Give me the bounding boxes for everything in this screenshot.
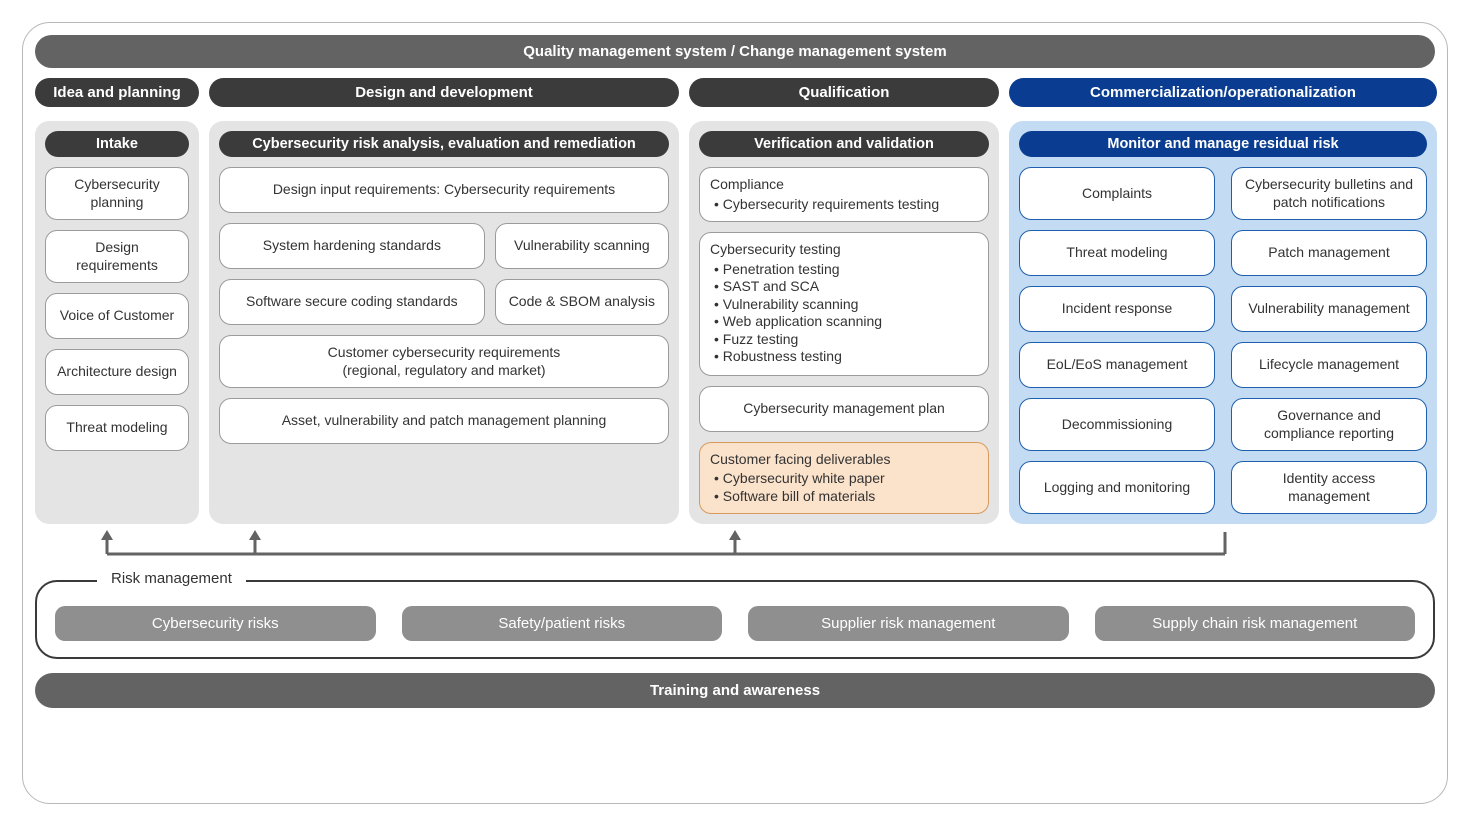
- box-heading: Customer facing deliverables: [710, 451, 978, 469]
- risk-pill: Cybersecurity risks: [55, 606, 376, 641]
- box-pair: Software secure coding standardsCode & S…: [219, 279, 669, 325]
- activity-box: Code & SBOM analysis: [495, 279, 669, 325]
- risk-pill: Safety/patient risks: [402, 606, 723, 641]
- activity-box: Governance and compliance reporting: [1231, 398, 1427, 451]
- activity-box: Design input requirements: Cybersecurity…: [219, 167, 669, 213]
- activity-box: Threat modeling: [1019, 230, 1215, 276]
- lane-header: Verification and validation: [699, 131, 989, 157]
- box-heading: Compliance: [710, 176, 978, 194]
- lane-header: Intake: [45, 131, 189, 157]
- phase-header: Idea and planning: [35, 78, 199, 107]
- box-pair: System hardening standardsVulnerability …: [219, 223, 669, 269]
- activity-box: Decommissioning: [1019, 398, 1215, 451]
- activity-box: Architecture design: [45, 349, 189, 395]
- activity-box: Complaints: [1019, 167, 1215, 220]
- diagram-frame: Quality management system / Change manag…: [22, 22, 1448, 804]
- lane: Cybersecurity risk analysis, evaluation …: [209, 121, 679, 524]
- lane-header: Cybersecurity risk analysis, evaluation …: [219, 131, 669, 157]
- box-grid: Complaints Cybersecurity bulletins and pa…: [1019, 167, 1427, 514]
- phase-header: Design and development: [209, 78, 679, 107]
- activity-box: Cybersecurity bulletins and patch notifi…: [1231, 167, 1427, 220]
- activity-box: Customer facing deliverablesCybersecurit…: [699, 442, 989, 515]
- activity-box: Voice of Customer: [45, 293, 189, 339]
- activity-box: System hardening standards: [219, 223, 485, 269]
- risk-pill: Supply chain risk management: [1095, 606, 1416, 641]
- activity-box: Asset, vulnerability and patch managemen…: [219, 398, 669, 444]
- activity-box: Cybersecurity planning: [45, 167, 189, 220]
- lane: Intake Cybersecurity planning Design requi…: [35, 121, 199, 524]
- risk-management-panel: Risk management Cybersecurity risksSafet…: [35, 580, 1435, 659]
- activity-box: Compliance Cybersecurity requirements tes…: [699, 167, 989, 222]
- box-bullets: Penetration testingSAST and SCAVulnerabi…: [710, 261, 978, 366]
- activity-box: Vulnerability scanning: [495, 223, 669, 269]
- lane: Monitor and manage residual risk Complain…: [1009, 121, 1437, 524]
- phase-header: Qualification: [689, 78, 999, 107]
- phase-header-row: Idea and planning Design and development Q…: [35, 78, 1435, 107]
- feedback-arrows: [35, 530, 1435, 562]
- activity-box: Software secure coding standards: [219, 279, 485, 325]
- activity-box: Lifecycle management: [1231, 342, 1427, 388]
- risk-pill-row: Cybersecurity risks Safety/patient risks S…: [55, 606, 1415, 641]
- box-bullets: Cybersecurity requirements testing: [710, 196, 978, 214]
- lane-row: Intake Cybersecurity planning Design requi…: [35, 121, 1435, 524]
- risk-pill: Supplier risk management: [748, 606, 1069, 641]
- top-banner: Quality management system / Change manag…: [35, 35, 1435, 68]
- box-bullets: Cybersecurity white paperSoftware bill o…: [710, 470, 978, 505]
- phase-header: Commercialization/operationalization: [1009, 78, 1437, 107]
- activity-box: Logging and monitoring: [1019, 461, 1215, 514]
- activity-box: Incident response: [1019, 286, 1215, 332]
- lane: Verification and validation Compliance Cyb…: [689, 121, 999, 524]
- activity-box: EoL/EoS management: [1019, 342, 1215, 388]
- activity-box: Cybersecurity management plan: [699, 386, 989, 432]
- box-heading: Cybersecurity testing: [710, 241, 978, 259]
- activity-box: Design requirements: [45, 230, 189, 283]
- activity-box: Identity access management: [1231, 461, 1427, 514]
- bottom-banner: Training and awareness: [35, 673, 1435, 708]
- activity-box: Cybersecurity testing Penetration testing…: [699, 232, 989, 376]
- risk-management-tag: Risk management: [97, 570, 246, 587]
- activity-box: Vulnerability management: [1231, 286, 1427, 332]
- activity-box: Patch management: [1231, 230, 1427, 276]
- activity-box: Customer cybersecurity requirements (reg…: [219, 335, 669, 388]
- activity-box: Threat modeling: [45, 405, 189, 451]
- lane-header: Monitor and manage residual risk: [1019, 131, 1427, 157]
